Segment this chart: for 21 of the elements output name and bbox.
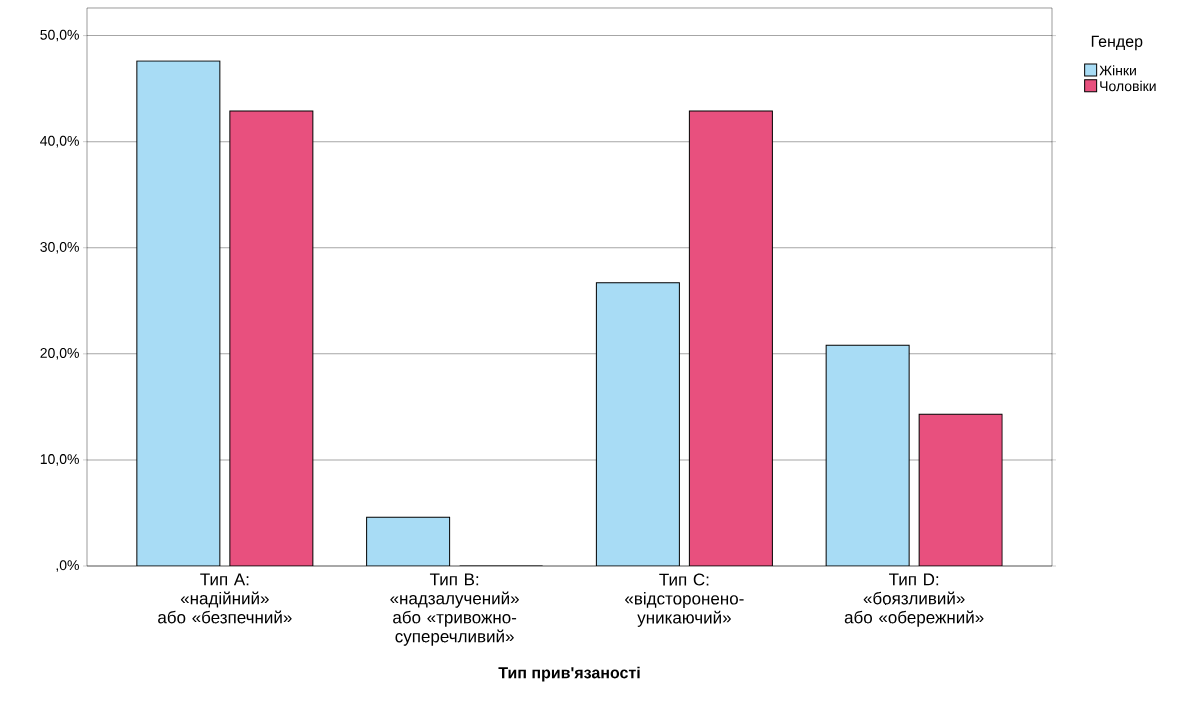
x-tick-label: Тип В: «надзалучений» або «тривожно-суперечливий» <box>390 573 519 646</box>
y-tick-label: 20,0% <box>40 348 79 360</box>
bar <box>918 413 1003 566</box>
y-tick-label: ,0% <box>56 560 79 572</box>
y-tick-label: 50,0% <box>40 29 79 42</box>
legend-label: Жінки <box>1099 65 1136 76</box>
bar <box>825 344 910 566</box>
x-tick-label: Тип С: «відсторонено-уникаючий» <box>625 573 744 627</box>
bar <box>595 282 680 566</box>
x-tick-label: Тип А: «надійний» або «безпечний» <box>158 573 292 624</box>
y-tick-label: 30,0% <box>40 241 79 254</box>
x-tick-label: Тип D: «боязливий» або «обережний» <box>844 573 984 627</box>
x-axis-title: Тип прив'язаності <box>498 666 640 682</box>
legend-title: Гендер <box>1091 35 1143 51</box>
bar <box>366 516 451 566</box>
y-tick-label: 40,0% <box>40 135 79 148</box>
y-tick-label: 10,0% <box>40 454 79 466</box>
legend-label: Чоловіки <box>1100 80 1156 92</box>
bar <box>688 110 773 566</box>
bar <box>229 110 313 566</box>
bar <box>136 61 220 566</box>
